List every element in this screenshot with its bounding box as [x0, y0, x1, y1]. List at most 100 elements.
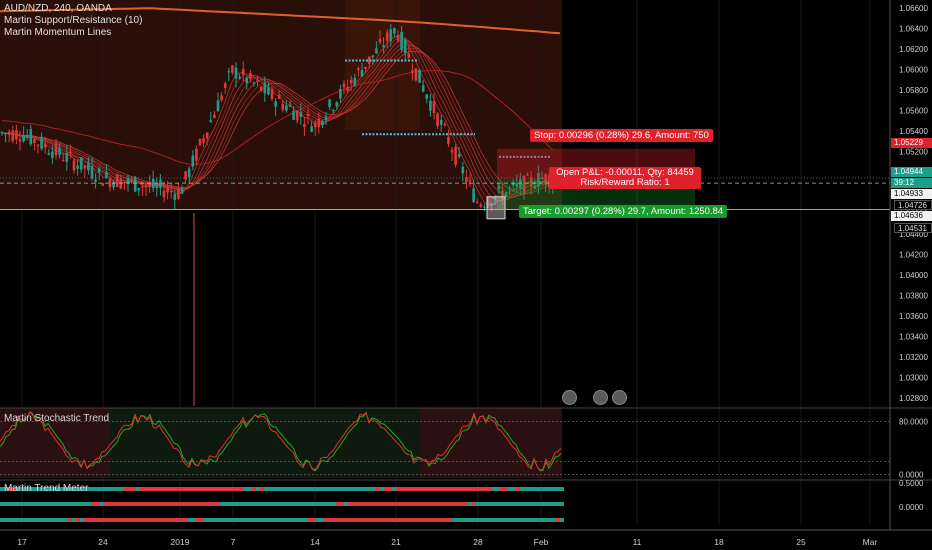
meter-cell	[136, 502, 140, 506]
meter-cell	[108, 487, 112, 491]
meter-cell	[136, 487, 140, 491]
meter-cell	[60, 502, 64, 506]
meter-cell	[108, 502, 112, 506]
x-tick-label: 28	[473, 537, 483, 547]
stochastic-title[interactable]: Martin Stochastic Trend	[4, 413, 110, 424]
candle-body	[511, 182, 515, 186]
meter-cell	[540, 502, 544, 506]
candle-body	[288, 105, 292, 107]
meter-cell	[220, 518, 224, 522]
candle-body	[357, 68, 360, 70]
meter-cell	[184, 487, 188, 491]
meter-cell	[228, 502, 232, 506]
meter-cell	[12, 487, 16, 491]
target-label[interactable]: Target: 0.00297 (0.28%) 29.7, Amount: 12…	[519, 205, 728, 218]
event-icon-2[interactable]	[612, 390, 627, 405]
x-tick-label: 7	[231, 537, 236, 547]
symbol-title[interactable]: AUD/NZD, 240, OANDA	[4, 3, 112, 14]
candle-body	[461, 166, 465, 174]
y-tick-label: 1.05800	[899, 86, 928, 95]
candle-body	[385, 32, 389, 41]
meter-cell	[64, 487, 68, 491]
meter-cell	[504, 518, 508, 522]
meter-cell	[248, 518, 252, 522]
meter-cell	[352, 487, 356, 491]
meter-cell	[204, 502, 208, 506]
candle-body	[25, 135, 29, 138]
meter-cell	[212, 487, 216, 491]
y-tick-label: 1.03800	[899, 291, 928, 300]
meter-cell	[132, 502, 136, 506]
candle-body	[173, 194, 177, 200]
meter-cell	[320, 502, 324, 506]
meter-cell	[464, 518, 468, 522]
candle-body	[529, 176, 533, 187]
candle-body	[526, 174, 529, 176]
meter-cell	[104, 502, 108, 506]
meter-cell	[52, 502, 56, 506]
meter-cell	[172, 518, 176, 522]
meter-cell	[256, 518, 260, 522]
ma-slow	[0, 7, 561, 35]
candle-body	[281, 104, 285, 110]
meter-cell	[404, 487, 408, 491]
meter-cell	[56, 487, 60, 491]
meter-cell	[148, 518, 152, 522]
meter-cell	[172, 502, 176, 506]
meter-cell	[84, 487, 88, 491]
meter-cell	[368, 487, 372, 491]
candle-body	[411, 70, 414, 73]
meter-cell	[4, 487, 8, 491]
meter-cell	[344, 518, 348, 522]
candle-body	[432, 101, 436, 114]
meter-cell	[188, 518, 192, 522]
y-tick-label: 1.02800	[899, 394, 928, 403]
candle-body	[115, 174, 119, 187]
meter-cell	[512, 518, 516, 522]
meter-cell	[16, 502, 20, 506]
meter-cell	[536, 502, 540, 506]
pnl-label[interactable]: Open P&L: -0.00011, Qty: 84459 Risk/Rewa…	[549, 167, 701, 189]
trend-meter-title[interactable]: Martin Trend Meter	[4, 483, 89, 494]
meter-cell	[332, 502, 336, 506]
globe-icon[interactable]	[562, 390, 577, 405]
meter-cell	[340, 487, 344, 491]
meter-cell	[480, 502, 484, 506]
meter-cell	[420, 518, 424, 522]
meter-cell	[248, 502, 252, 506]
candle-body	[425, 94, 429, 99]
momentum-line	[1, 44, 553, 198]
price-tag-entry: 1.04933	[891, 189, 932, 199]
candle-body	[306, 113, 310, 116]
candle-body	[497, 186, 501, 189]
meter-cell	[132, 518, 136, 522]
meter-cell	[528, 518, 532, 522]
meter-cell	[36, 487, 40, 491]
candle-body	[83, 165, 87, 169]
meter-cell	[496, 487, 500, 491]
candle-body	[393, 28, 396, 34]
meter-cell	[216, 502, 220, 506]
countdown-tag: 39:12	[891, 178, 932, 188]
meter-cell	[464, 487, 468, 491]
meter-cell	[236, 502, 240, 506]
meter-cell	[316, 502, 320, 506]
meter-cell	[372, 518, 376, 522]
meter-cell	[368, 518, 372, 522]
meter-cell	[424, 487, 428, 491]
meter-cell	[416, 487, 420, 491]
meter-cell	[544, 502, 548, 506]
indicator-momentum[interactable]: Martin Momentum Lines	[4, 27, 112, 38]
indicator-sr[interactable]: Martin Support/Resistance (10)	[4, 15, 143, 26]
meter-cell	[304, 518, 308, 522]
price-tag-stop: 1.05229	[891, 138, 932, 148]
stop-label[interactable]: Stop: 0.00296 (0.28%) 29.6, Amount: 750	[530, 129, 713, 142]
candle-body	[151, 178, 155, 189]
meter-cell	[560, 502, 564, 506]
meter-cell	[244, 502, 248, 506]
event-icon[interactable]	[593, 390, 608, 405]
meter-cell	[88, 487, 92, 491]
candle-body	[454, 147, 457, 165]
meter-cell	[496, 518, 500, 522]
